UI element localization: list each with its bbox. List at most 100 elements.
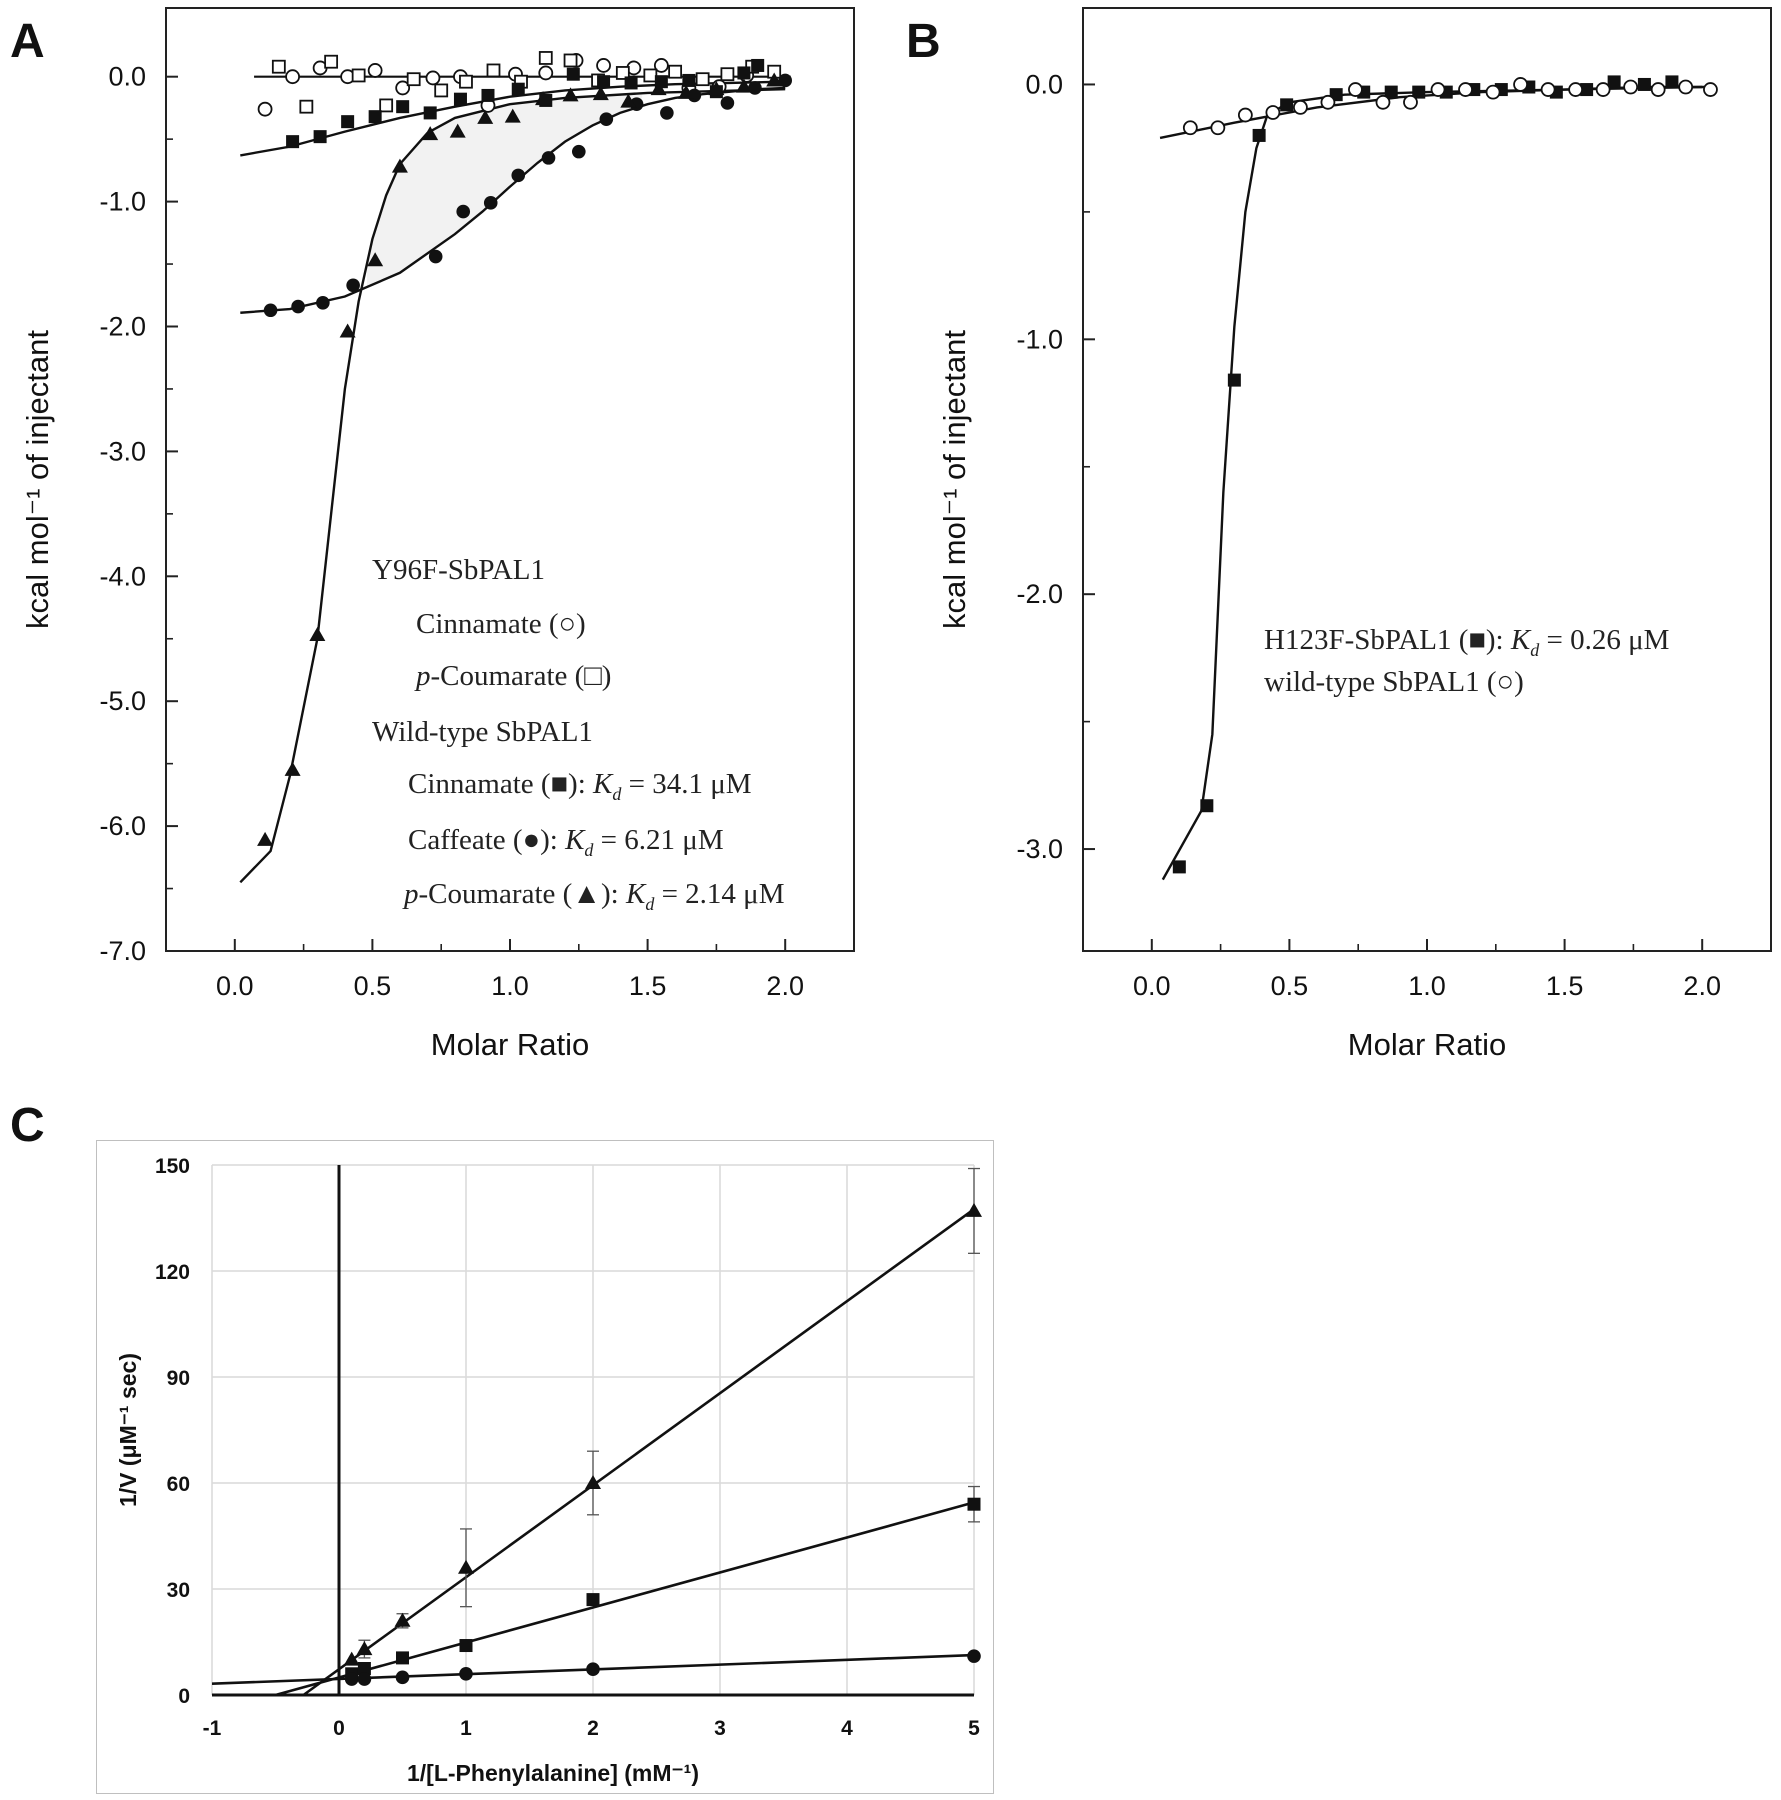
panel-a-y-axis-title: kcal mol⁻¹ of injectant: [20, 330, 55, 629]
y-tick-label: 0.0: [108, 62, 146, 92]
panel-a-data-point: [449, 123, 466, 138]
panel-a-letter: A: [10, 15, 45, 68]
panel-c-data-point: [586, 1593, 600, 1607]
panel-a-data-point: [395, 80, 411, 96]
panel-b-data-point: [1320, 94, 1336, 110]
panel-a-data-point: [286, 135, 300, 149]
panel-c-x-axis-title: 1/[L-Phenylalanine] (mM⁻¹): [407, 1760, 699, 1786]
panel-a-data-point: [309, 627, 326, 642]
panel-b-data-point: [1210, 120, 1226, 136]
panel-a-data-point: [481, 88, 495, 102]
panel-c-data-point: [357, 1662, 371, 1675]
panel-a-data-point: [620, 93, 637, 108]
panel-a-data-point: [368, 110, 382, 124]
panel-b-data-point: [1623, 79, 1639, 95]
panel-c-frame: [96, 1140, 994, 1794]
panel-c-data-point: [344, 1672, 359, 1686]
panel-a-data-point: [456, 204, 471, 219]
panel-c-data-point: [395, 1670, 410, 1685]
panel-c-data-point: [394, 1612, 411, 1627]
panel-c-y-axis-title: 1/V (μM⁻¹ sec): [115, 1353, 141, 1507]
panel-a-data-point: [504, 108, 521, 123]
panel-a-data-point: [313, 130, 327, 144]
panel-b-data-point: [1568, 82, 1584, 97]
panel-a-data-point: [682, 73, 696, 87]
panel-a-legend-wt-caffeate: Caffeate (●): Kd = 6.21 μM: [408, 824, 724, 860]
panel-a-data-point: [650, 81, 667, 96]
x-tick-label: 0.0: [1133, 971, 1171, 1001]
panel-c-x-tick-label: 4: [841, 1717, 853, 1740]
panel-a-data-point: [538, 51, 553, 65]
panel-a-data-point: [538, 65, 554, 81]
panel-a-data-point: [615, 66, 630, 80]
panel-c-x-tick-label: 2: [587, 1717, 599, 1740]
panel-b-data-point: [1293, 99, 1308, 115]
panel-c-y-tick-label: 150: [155, 1155, 190, 1178]
panel-a-data-point: [624, 76, 638, 90]
panel-c-x-tick-label: 0: [333, 1717, 345, 1740]
panel-a-data-point: [339, 323, 356, 338]
panel-c-data-point: [356, 1641, 373, 1656]
panel-a-data-point: [599, 112, 614, 126]
panel-c-fit-line: [275, 1501, 975, 1697]
panel-c-fit-line: [302, 1208, 975, 1697]
panel-b-data-point: [1513, 77, 1528, 92]
panel-a-data-point: [563, 53, 578, 68]
panel-c-data-point: [967, 1649, 981, 1663]
panel-b-data-point: [1252, 128, 1266, 142]
panel-b-letter: B: [906, 15, 941, 68]
y-tick-label: 0.0: [1025, 69, 1063, 99]
panel-b-data-point: [1200, 799, 1214, 813]
panel-b-data-point: [1540, 82, 1556, 97]
y-tick-label: -7.0: [99, 936, 146, 966]
panel-a-data-point: [396, 100, 410, 114]
panel-a-data-point: [422, 126, 439, 141]
panel-a-data-point: [434, 83, 449, 98]
panel-c-data-point: [459, 1667, 473, 1681]
panel-a-data-point: [263, 303, 278, 318]
y-tick-label: -2.0: [99, 311, 146, 341]
panel-c-data-point: [966, 1202, 982, 1217]
x-tick-label: 1.5: [1546, 971, 1584, 1001]
panel-a-data-point: [751, 58, 765, 72]
y-tick-label: -6.0: [99, 811, 146, 841]
panel-a-data-point: [486, 63, 501, 78]
panel-a-legend-wt-cinnamate: Cinnamate (■): Kd = 34.1 μM: [408, 768, 752, 804]
panel-b-data-point: [1458, 82, 1473, 97]
panel-a-data-point: [379, 98, 394, 113]
panel-a-data-point: [660, 106, 674, 120]
x-tick-label: 0.0: [216, 971, 254, 1001]
panel-b-data-point: [1172, 860, 1186, 874]
panel-a-data-point: [653, 58, 669, 73]
panel-a-data-point: [678, 84, 695, 99]
panel-b-data-point: [1237, 107, 1253, 123]
x-tick-label: 0.5: [1271, 971, 1309, 1001]
panel-a-legend-wt-coumarate: p-Coumarate (▲): Kd = 2.14 μM: [404, 878, 785, 914]
panel-b-fit-line: [1161, 85, 1703, 881]
panel-c-y-tick-label: 90: [167, 1367, 190, 1390]
panel-a-data-point: [778, 73, 792, 88]
panel-b-x-axis-title: Molar Ratio: [1348, 1027, 1507, 1062]
panel-c-data-point: [343, 1651, 360, 1666]
panel-c-x-tick-label: 5: [968, 1717, 980, 1740]
panel-a-data-point: [346, 278, 360, 293]
panel-a-data-point: [341, 115, 355, 129]
panel-c-x-tick-label: -1: [203, 1717, 222, 1740]
panel-c-data-point: [396, 1651, 409, 1665]
panel-a-data-point: [299, 99, 314, 114]
panel-a-data-point: [511, 168, 526, 183]
panel-c-y-tick-label: 30: [167, 1579, 190, 1602]
x-tick-label: 1.0: [1408, 971, 1446, 1001]
panel-b-data-point: [1265, 105, 1281, 120]
y-tick-label: -4.0: [99, 561, 146, 591]
panel-a-data-point: [748, 81, 762, 95]
panel-b-data-point: [1384, 85, 1398, 99]
panel-b-data-point: [1348, 82, 1363, 97]
panel-b-y-axis-title: kcal mol⁻¹ of injectant: [937, 330, 972, 629]
panel-a-data-point: [271, 59, 286, 74]
y-tick-label: -1.0: [99, 187, 146, 217]
panel-b-data-point: [1430, 82, 1446, 97]
panel-b-data-point: [1703, 82, 1718, 97]
panel-b-data-point: [1182, 120, 1198, 136]
